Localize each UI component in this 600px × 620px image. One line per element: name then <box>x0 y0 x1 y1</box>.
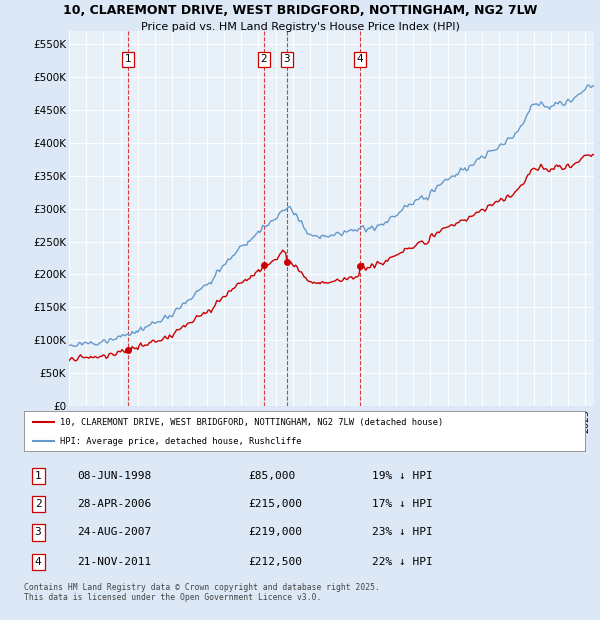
Text: 21-NOV-2011: 21-NOV-2011 <box>77 557 152 567</box>
Text: £212,500: £212,500 <box>248 557 302 567</box>
Text: 08-JUN-1998: 08-JUN-1998 <box>77 471 152 481</box>
Text: Price paid vs. HM Land Registry's House Price Index (HPI): Price paid vs. HM Land Registry's House … <box>140 22 460 32</box>
Text: 3: 3 <box>283 55 290 64</box>
Text: 19% ↓ HPI: 19% ↓ HPI <box>372 471 433 481</box>
Text: 28-APR-2006: 28-APR-2006 <box>77 499 152 509</box>
Text: 17% ↓ HPI: 17% ↓ HPI <box>372 499 433 509</box>
Text: £219,000: £219,000 <box>248 528 302 538</box>
Text: £215,000: £215,000 <box>248 499 302 509</box>
Text: 23% ↓ HPI: 23% ↓ HPI <box>372 528 433 538</box>
Text: 10, CLAREMONT DRIVE, WEST BRIDGFORD, NOTTINGHAM, NG2 7LW (detached house): 10, CLAREMONT DRIVE, WEST BRIDGFORD, NOT… <box>61 418 444 427</box>
Text: 1: 1 <box>125 55 131 64</box>
Text: 1: 1 <box>35 471 41 481</box>
Text: 3: 3 <box>35 528 41 538</box>
Text: 10, CLAREMONT DRIVE, WEST BRIDGFORD, NOTTINGHAM, NG2 7LW: 10, CLAREMONT DRIVE, WEST BRIDGFORD, NOT… <box>63 4 537 17</box>
Text: 24-AUG-2007: 24-AUG-2007 <box>77 528 152 538</box>
Text: 2: 2 <box>260 55 267 64</box>
Text: 4: 4 <box>35 557 41 567</box>
Text: 2: 2 <box>35 499 41 509</box>
Text: HPI: Average price, detached house, Rushcliffe: HPI: Average price, detached house, Rush… <box>61 436 302 446</box>
Text: Contains HM Land Registry data © Crown copyright and database right 2025.
This d: Contains HM Land Registry data © Crown c… <box>24 583 380 602</box>
Text: £85,000: £85,000 <box>248 471 296 481</box>
Text: 4: 4 <box>356 55 363 64</box>
Text: 22% ↓ HPI: 22% ↓ HPI <box>372 557 433 567</box>
